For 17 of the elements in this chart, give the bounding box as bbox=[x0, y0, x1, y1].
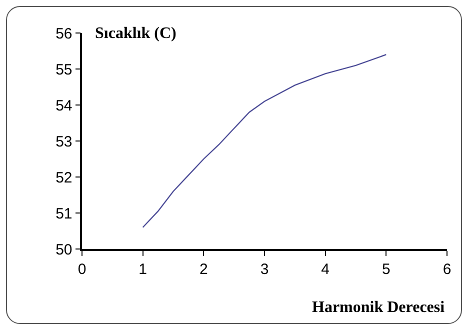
x-tick-label: 5 bbox=[382, 260, 390, 278]
y-axis-title: Sıcaklık (C) bbox=[95, 25, 176, 42]
y-tick-label: 52 bbox=[56, 169, 72, 186]
x-tick-label: 2 bbox=[200, 260, 208, 278]
y-tick-label: 56 bbox=[56, 25, 72, 42]
x-axis-title: Harmonik Derecesi bbox=[312, 299, 446, 316]
line-series bbox=[142, 54, 387, 228]
x-tick-label: 1 bbox=[138, 260, 147, 278]
y-tick-label: 53 bbox=[56, 133, 72, 150]
y-tick-label: 54 bbox=[56, 97, 72, 114]
x-tick-label: 3 bbox=[260, 260, 269, 278]
y-tick-label: 55 bbox=[56, 61, 72, 78]
y-tick-label: 50 bbox=[56, 241, 72, 258]
x-tick-label: 0 bbox=[78, 260, 86, 278]
y-tick-label: 51 bbox=[56, 205, 72, 222]
x-tick-label: 4 bbox=[321, 260, 330, 278]
x-tick-label: 6 bbox=[442, 260, 452, 278]
